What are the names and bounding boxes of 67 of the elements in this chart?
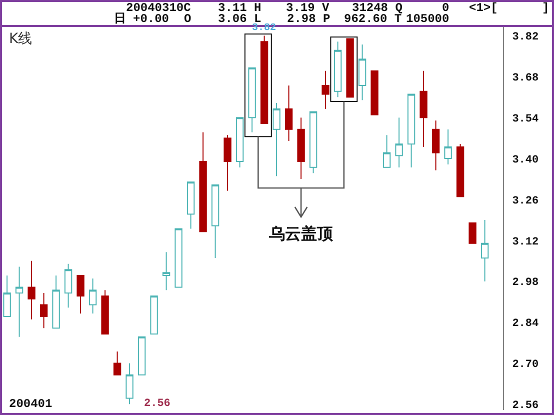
candlestick bbox=[150, 295, 158, 334]
text: 31248 Q bbox=[352, 1, 402, 15]
candlestick bbox=[284, 84, 293, 142]
text: 105000 bbox=[406, 12, 450, 26]
candlestick bbox=[3, 275, 11, 317]
candlestick bbox=[370, 70, 378, 116]
candlestick bbox=[211, 184, 220, 258]
annotation: K线 bbox=[9, 31, 32, 47]
candlestick bbox=[480, 219, 489, 282]
candlestick bbox=[309, 111, 318, 174]
candlestick bbox=[199, 132, 207, 232]
candlestick bbox=[101, 290, 109, 334]
y-tick-label: 3.12 bbox=[512, 236, 539, 248]
candlestick bbox=[444, 128, 452, 165]
candlestick bbox=[186, 181, 195, 230]
y-tick-label: 2.98 bbox=[512, 277, 540, 290]
candlestick bbox=[248, 67, 256, 133]
text: 3.11 H bbox=[218, 1, 262, 15]
candlestick bbox=[382, 134, 391, 168]
candlestick bbox=[456, 143, 464, 198]
text: <1>[ bbox=[469, 1, 498, 15]
candlestick bbox=[407, 94, 416, 168]
y-tick-label: 2.70 bbox=[512, 359, 539, 372]
candlestick bbox=[322, 70, 330, 110]
text: 962.60 T bbox=[344, 12, 402, 26]
candlestick bbox=[395, 117, 403, 168]
candlestick bbox=[236, 117, 244, 168]
candlestick bbox=[113, 351, 122, 376]
candlestick bbox=[174, 228, 182, 288]
candlestick bbox=[88, 278, 97, 314]
y-tick-label: 3.82 bbox=[512, 32, 539, 44]
candlestick bbox=[272, 102, 280, 177]
candlestick bbox=[64, 263, 72, 308]
text: 日 bbox=[114, 12, 126, 26]
candlestick bbox=[432, 120, 440, 171]
candlestick bbox=[126, 362, 134, 405]
y-tick-label: 3.40 bbox=[512, 154, 539, 166]
text: 3.19 V bbox=[286, 1, 330, 15]
candlestick bbox=[358, 44, 366, 101]
annotation: 2.56 bbox=[144, 398, 170, 410]
y-tick-label: 3.26 bbox=[512, 195, 539, 208]
candlestick bbox=[40, 292, 48, 329]
candlestick bbox=[420, 70, 428, 148]
y-tick-label: 3.54 bbox=[512, 113, 540, 126]
candlestick bbox=[260, 35, 268, 124]
candlestick bbox=[224, 134, 232, 192]
candlestick bbox=[334, 41, 342, 98]
candlestick bbox=[76, 275, 84, 314]
candlestick bbox=[28, 260, 36, 320]
y-tick-label: 2.84 bbox=[512, 318, 540, 330]
candlestick bbox=[138, 336, 146, 376]
text: O bbox=[184, 12, 192, 26]
text: +0.00 bbox=[133, 12, 170, 26]
text: 0 bbox=[442, 1, 450, 15]
candlestick bbox=[52, 275, 60, 329]
candlestick bbox=[346, 38, 354, 98]
text: ] bbox=[542, 1, 550, 15]
y-tick-label: 3.68 bbox=[512, 72, 540, 85]
candlestick bbox=[297, 117, 305, 180]
y-tick-label: 2.56 bbox=[512, 400, 539, 412]
annotation: 200401 bbox=[9, 397, 52, 411]
text: 2.98 P bbox=[287, 12, 330, 26]
candlestick bbox=[468, 222, 476, 244]
annotation: 乌云盖顶 bbox=[268, 224, 334, 243]
candlestick bbox=[15, 266, 24, 338]
text: 20040310C bbox=[126, 1, 191, 15]
candlestick bbox=[162, 252, 170, 291]
